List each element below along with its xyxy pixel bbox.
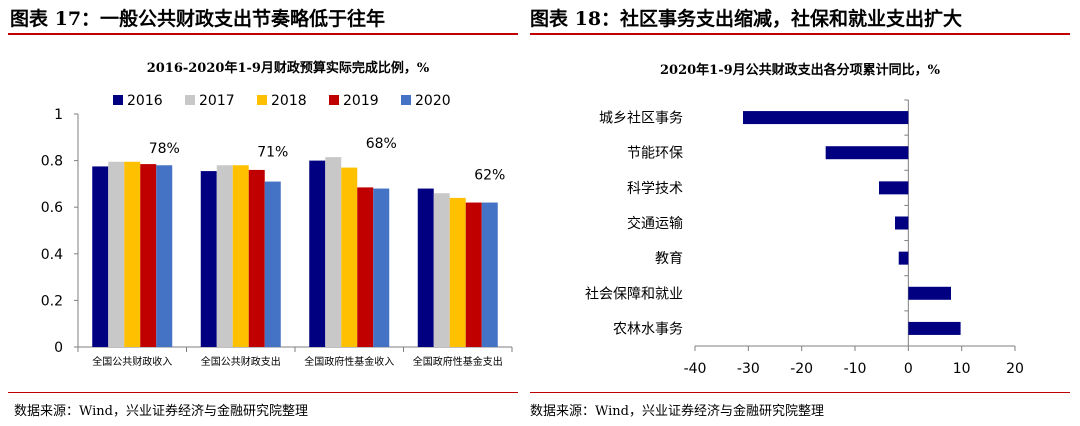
bar-2016-2 xyxy=(309,160,326,347)
bar-6 xyxy=(908,321,961,335)
x-tick-label: -20 xyxy=(790,361,813,377)
y-category-label: 节能环保 xyxy=(627,146,683,162)
bar-2018-1 xyxy=(232,165,249,347)
y-tick-label: 1 xyxy=(54,107,63,123)
x-category-label: 全国政府性基金收入 xyxy=(304,355,394,368)
right-figure: 图表 18：社区事务支出缩减，社保和就业支出扩大 2020年1-9月公共财政支出… xyxy=(530,0,1080,426)
x-tick-label: 10 xyxy=(953,361,971,377)
legend-label-2016: 2016 xyxy=(127,93,163,109)
bar-2016-0 xyxy=(92,166,109,347)
legend-label-2018: 2018 xyxy=(271,93,307,109)
left-title-divider xyxy=(8,33,518,35)
annotation-label: 62% xyxy=(474,168,505,184)
legend-swatch-2018 xyxy=(257,95,267,105)
x-category-label: 全国政府性基金支出 xyxy=(413,355,503,368)
x-category-label: 全国公共财政收入 xyxy=(92,355,172,368)
annotation-label: 71% xyxy=(257,144,288,160)
left-chart-title: 2016-2020年1-9月财政预算实际完成比例，% xyxy=(147,60,430,76)
x-tick-label: -40 xyxy=(684,361,707,377)
right-chart-title: 2020年1-9月公共财政支出各分项累计同比，% xyxy=(660,62,941,78)
bar-2019-3 xyxy=(465,202,482,347)
right-source-divider xyxy=(530,392,1070,393)
y-category-label: 城乡社区事务 xyxy=(599,111,683,127)
annotation-label: 68% xyxy=(366,136,397,152)
bar-2019-1 xyxy=(248,169,265,347)
left-source-note: 数据来源：Wind，兴业证券经济与金融研究院整理 xyxy=(14,404,308,419)
bar-2017-1 xyxy=(216,165,233,347)
x-tick-label: -30 xyxy=(737,361,760,377)
legend-label-2017: 2017 xyxy=(199,93,235,109)
bar-2018-0 xyxy=(124,161,141,347)
y-category-label: 科学技术 xyxy=(627,181,683,197)
legend-swatch-2017 xyxy=(185,95,195,105)
legend-swatch-2016 xyxy=(113,95,123,105)
bar-2020-0 xyxy=(156,165,173,347)
y-category-label: 教育 xyxy=(655,251,683,267)
bar-2020-2 xyxy=(373,188,390,347)
legend-label-2020: 2020 xyxy=(415,93,451,109)
bar-2018-2 xyxy=(341,167,358,347)
bar-5 xyxy=(908,286,951,300)
bar-3 xyxy=(895,216,909,230)
left-figure: 图表 17：一般公共财政支出节奏略低于往年 2016-2020年1-9月财政预算… xyxy=(0,0,530,426)
bar-2018-3 xyxy=(449,197,466,347)
legend-label-2019: 2019 xyxy=(343,93,379,109)
bar-0 xyxy=(743,111,909,125)
y-tick-label: 0 xyxy=(54,340,63,356)
x-tick-label: 0 xyxy=(904,361,913,377)
bar-1 xyxy=(825,146,909,160)
x-tick-label: -10 xyxy=(844,361,867,377)
x-category-label: 全国公共财政支出 xyxy=(201,355,281,368)
x-tick-label: 20 xyxy=(1006,361,1024,377)
left-figure-title: 图表 17：一般公共财政支出节奏略低于往年 xyxy=(10,8,386,30)
bar-4 xyxy=(898,251,909,265)
bar-2017-0 xyxy=(108,161,125,347)
y-tick-label: 0.8 xyxy=(41,154,63,170)
bar-2019-2 xyxy=(357,187,374,347)
bar-2016-1 xyxy=(200,171,217,347)
left-source-divider xyxy=(8,392,518,393)
y-tick-label: 0.6 xyxy=(41,200,63,216)
right-source-note: 数据来源：Wind，兴业证券经济与金融研究院整理 xyxy=(530,404,824,419)
right-bar-chart: 2020年1-9月公共财政支出各分项累计同比，% -40 -30 -20 -10 0 10… xyxy=(585,62,1024,377)
left-bar-chart: 2016-2020年1-9月财政预算实际完成比例，% 2016 2017 2018 2… xyxy=(41,60,513,368)
legend-swatch-2019 xyxy=(329,95,339,105)
bar-2017-3 xyxy=(433,193,450,347)
y-category-label: 社会保障和就业 xyxy=(585,286,683,302)
right-title-divider xyxy=(530,33,1070,35)
bar-2020-1 xyxy=(264,181,281,347)
y-tick-label: 0.2 xyxy=(41,293,63,309)
bar-2017-2 xyxy=(325,157,342,347)
y-tick-label: 0.4 xyxy=(41,247,63,263)
bar-2016-3 xyxy=(417,188,434,347)
bar-2019-0 xyxy=(140,164,157,347)
bar-2 xyxy=(879,181,909,195)
annotation-label: 78% xyxy=(149,141,180,157)
bar-2020-3 xyxy=(481,202,498,347)
y-category-label: 农林水事务 xyxy=(613,321,683,337)
legend-swatch-2020 xyxy=(401,95,411,105)
right-figure-title: 图表 18：社区事务支出缩减，社保和就业支出扩大 xyxy=(530,8,963,30)
y-category-label: 交通运输 xyxy=(627,215,683,232)
